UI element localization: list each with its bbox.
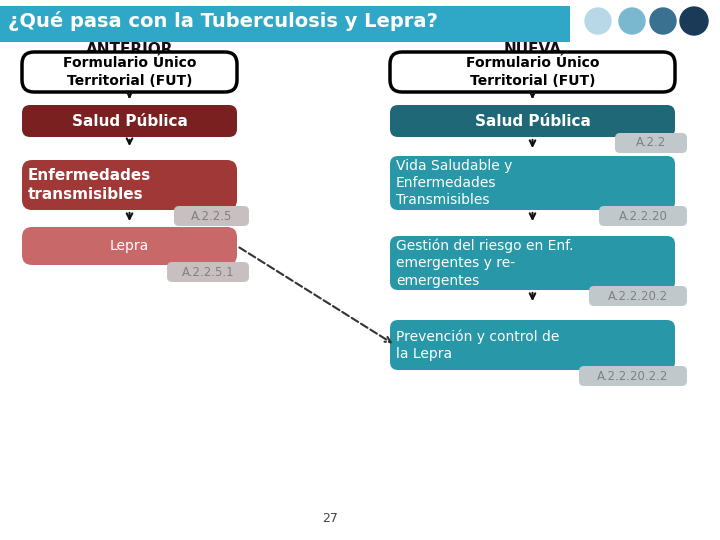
FancyBboxPatch shape: [0, 0, 720, 6]
Text: Prevención y control de
la Lepra: Prevención y control de la Lepra: [396, 329, 559, 361]
Text: NUEVA: NUEVA: [503, 43, 562, 57]
Text: ANTERIOR: ANTERIOR: [86, 43, 174, 57]
FancyBboxPatch shape: [390, 156, 675, 210]
Circle shape: [650, 8, 676, 34]
FancyBboxPatch shape: [22, 160, 237, 210]
Text: Gestión del riesgo en Enf.
emergentes y re-
emergentes: Gestión del riesgo en Enf. emergentes y …: [396, 239, 574, 287]
Text: Enfermedades
transmisibles: Enfermedades transmisibles: [28, 168, 151, 202]
Text: Formulario Único
Territorial (FUT): Formulario Único Territorial (FUT): [63, 56, 197, 87]
Text: A.2.2.20.2: A.2.2.20.2: [608, 289, 668, 302]
FancyBboxPatch shape: [390, 320, 675, 370]
FancyBboxPatch shape: [22, 52, 237, 92]
Text: Salud Pública: Salud Pública: [71, 113, 187, 129]
FancyBboxPatch shape: [589, 286, 687, 306]
FancyBboxPatch shape: [615, 133, 687, 153]
FancyBboxPatch shape: [390, 105, 675, 137]
Circle shape: [619, 8, 645, 34]
FancyBboxPatch shape: [579, 366, 687, 386]
Text: ¿Qué pasa con la Tuberculosis y Lepra?: ¿Qué pasa con la Tuberculosis y Lepra?: [8, 11, 438, 31]
FancyBboxPatch shape: [390, 236, 675, 290]
Circle shape: [680, 7, 708, 35]
Text: Lepra: Lepra: [110, 239, 149, 253]
Text: A.2.2.5.1: A.2.2.5.1: [181, 266, 234, 279]
FancyBboxPatch shape: [22, 227, 237, 265]
Text: A.2.2.5: A.2.2.5: [191, 210, 232, 222]
Text: Salud Pública: Salud Pública: [474, 113, 590, 129]
FancyBboxPatch shape: [22, 105, 237, 137]
Text: Vida Saludable y
Enfermedades
Transmisibles: Vida Saludable y Enfermedades Transmisib…: [396, 159, 513, 207]
Text: A.2.2: A.2.2: [636, 137, 666, 150]
Text: A.2.2.20: A.2.2.20: [618, 210, 667, 222]
Text: 27: 27: [322, 511, 338, 524]
FancyBboxPatch shape: [174, 206, 249, 226]
FancyBboxPatch shape: [167, 262, 249, 282]
FancyBboxPatch shape: [0, 0, 570, 42]
FancyBboxPatch shape: [390, 52, 675, 92]
Circle shape: [585, 8, 611, 34]
FancyBboxPatch shape: [599, 206, 687, 226]
Text: A.2.2.20.2.2: A.2.2.20.2.2: [598, 369, 669, 382]
Text: Formulario Único
Territorial (FUT): Formulario Único Territorial (FUT): [466, 56, 599, 87]
